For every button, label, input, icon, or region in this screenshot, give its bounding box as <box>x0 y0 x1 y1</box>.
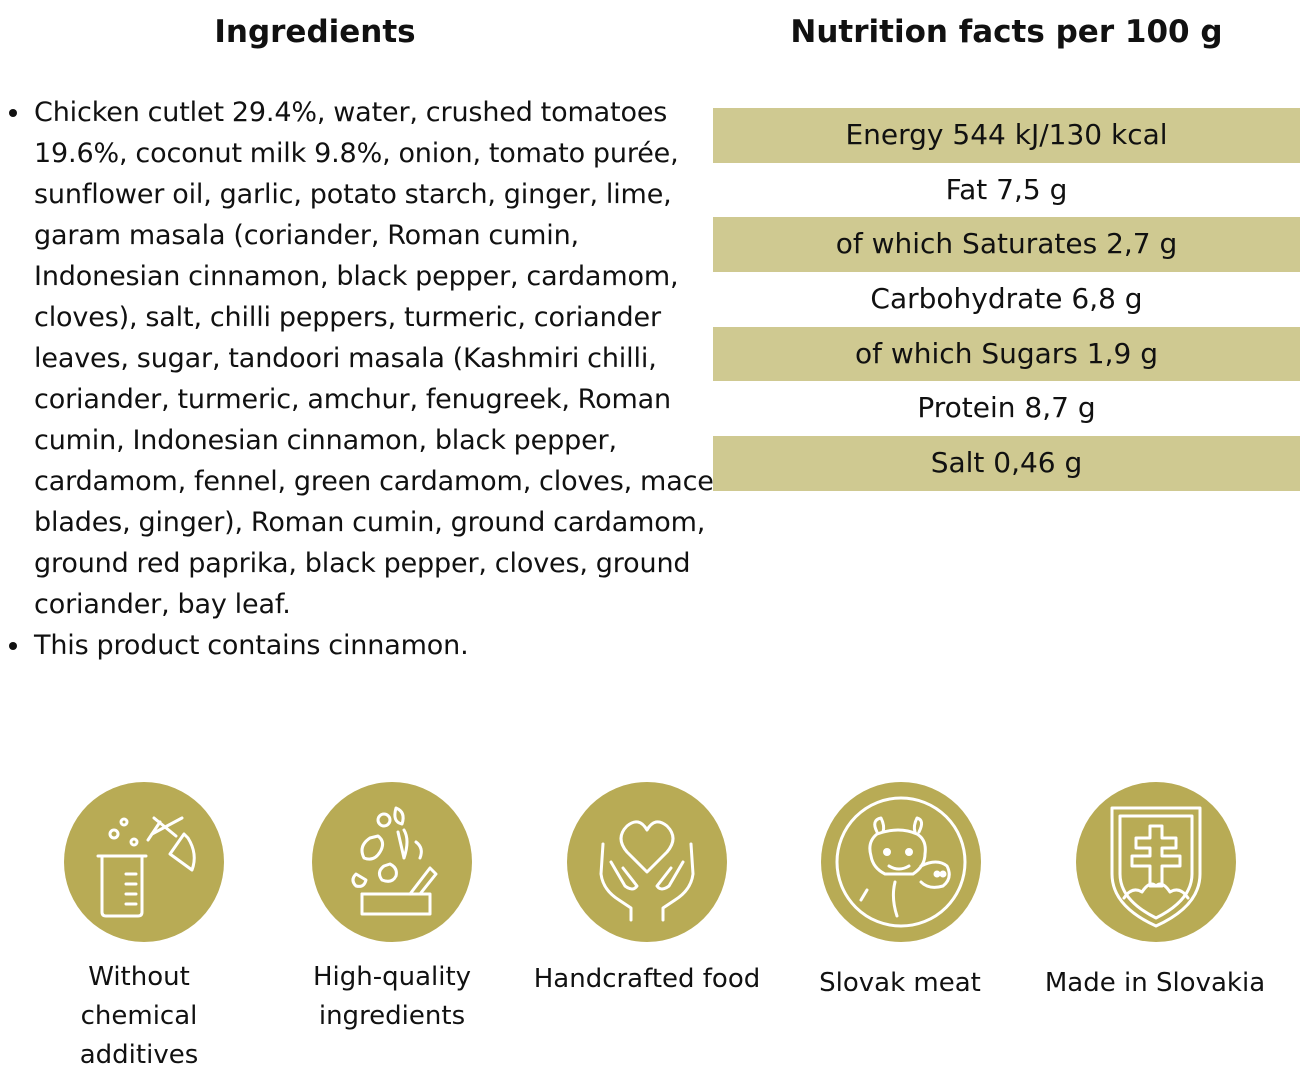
vegetables-box-icon <box>312 782 472 942</box>
allergen-note: This product contains cinnamon. <box>34 630 469 661</box>
nutrition-row-energy: Energy 544 kJ/130 kcal <box>713 108 1300 163</box>
heart-hands-icon <box>567 782 727 942</box>
nutrition-row-carbohydrate: Carbohydrate 6,8 g <box>870 282 1143 316</box>
badge-label-meat: Slovak meat <box>819 968 981 998</box>
badge-label-ingredients: High-quality ingredients <box>312 962 472 1031</box>
badge-label-additives: Without chemical additives <box>79 962 199 1070</box>
nutrition-row-protein: Protein 8,7 g <box>917 391 1096 425</box>
list-item: Chicken cutlet 29.4%, water, crushed tom… <box>0 92 714 625</box>
ingredients-heading: Ingredients <box>214 14 416 50</box>
chemistry-flask-icon <box>64 782 224 942</box>
ingredients-text: Chicken cutlet 29.4%, water, crushed tom… <box>34 97 714 620</box>
bullet-icon <box>9 642 17 650</box>
badge-label-slovakia: Made in Slovakia <box>1044 968 1266 998</box>
pig-cow-icon <box>821 782 981 942</box>
nutrition-table: Energy 544 kJ/130 kcal Fat 7,5 g of whic… <box>713 108 1300 491</box>
bullet-icon <box>9 109 17 117</box>
slovak-coat-of-arms-icon <box>1076 782 1236 942</box>
nutrition-row-fat: Fat 7,5 g <box>945 172 1068 206</box>
nutrition-row-salt: Salt 0,46 g <box>713 436 1300 491</box>
nutrition-row-sugars: of which Sugars 1,9 g <box>713 326 1300 382</box>
list-item: This product contains cinnamon. <box>0 625 725 666</box>
nutrition-heading: Nutrition facts per 100 g <box>790 14 1223 50</box>
nutrition-row-saturates: of which Saturates 2,7 g <box>713 217 1300 273</box>
ingredients-list: Chicken cutlet 29.4%, water, crushed tom… <box>0 92 725 666</box>
badge-label-handcrafted: Handcrafted food <box>533 964 761 994</box>
